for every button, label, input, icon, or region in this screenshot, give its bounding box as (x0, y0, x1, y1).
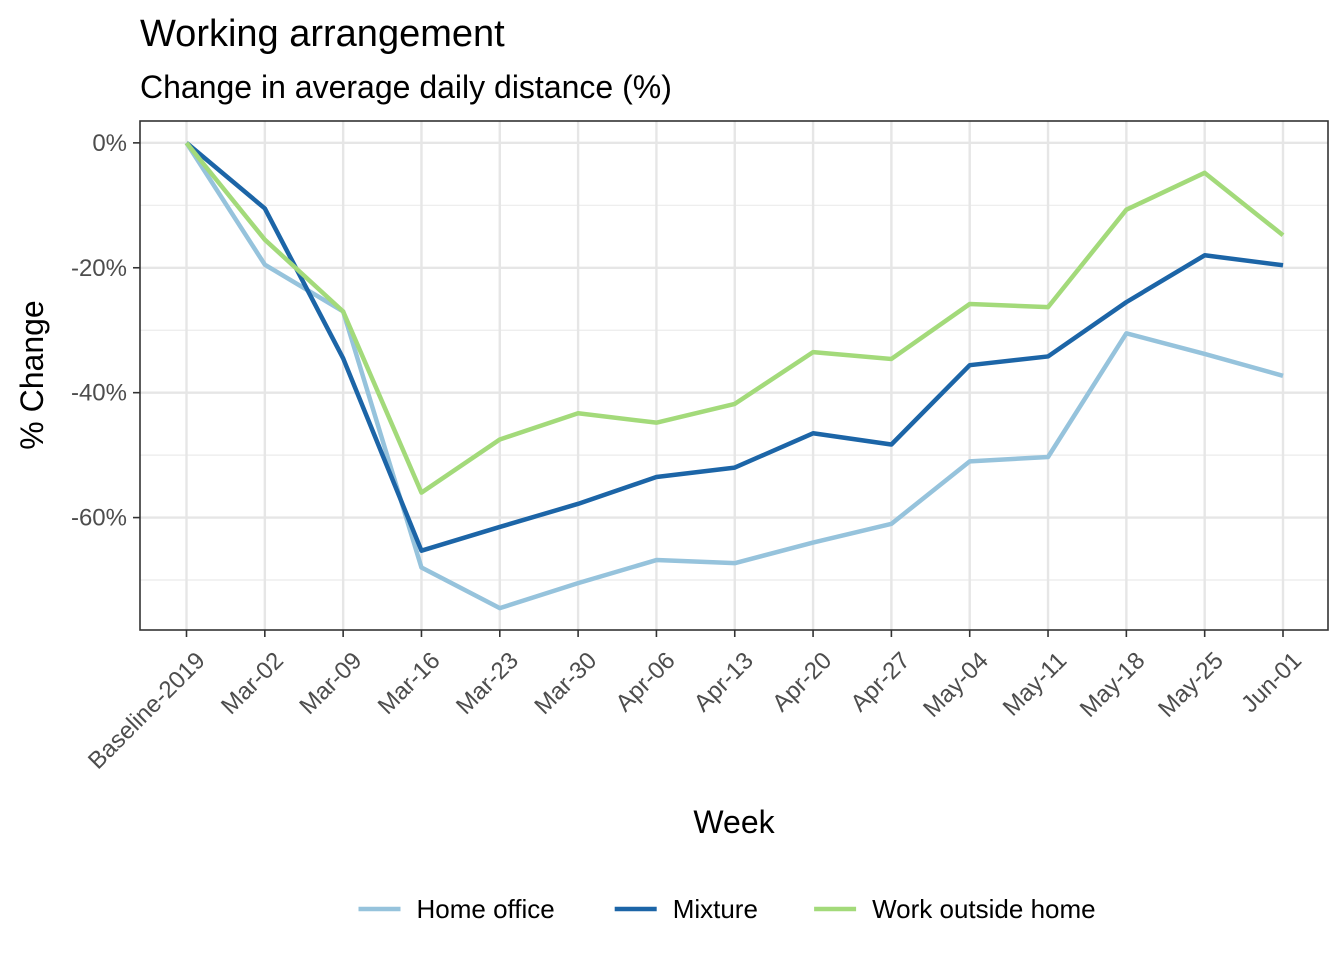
y-tick-label: 0% (92, 130, 127, 157)
x-tick-label: Mar-16 (373, 647, 446, 720)
x-tick-label: Apr-13 (689, 647, 759, 717)
y-tick-label: -20% (71, 255, 127, 282)
legend: Home office Mixture Work outside home (358, 894, 1096, 924)
series-line-mixture (185, 141, 1284, 553)
x-tick-label: May-25 (1153, 647, 1229, 723)
x-tick-label: Mar-09 (294, 647, 367, 720)
x-tick-label: Jun-01 (1236, 647, 1307, 718)
x-tick-label: May-11 (998, 647, 1072, 721)
y-axis-title: % Change (14, 300, 50, 449)
x-tick-label: Mar-23 (451, 647, 524, 720)
y-tick-label: -40% (71, 380, 127, 407)
x-tick-label: Mar-02 (216, 647, 289, 720)
legend-label-home-office: Home office (417, 894, 555, 924)
plot-area: 0%-20%-40%-60%Baseline-2019 Mar-02 Mar-09 M… (71, 120, 1329, 775)
x-tick-label: May-04 (918, 647, 994, 723)
legend-label-work-outside-home: Work outside home (872, 894, 1096, 924)
x-tick-label: Apr-27 (845, 647, 915, 717)
y-tick-label: -60% (71, 505, 127, 532)
x-tick-label: Mar-30 (529, 647, 602, 720)
x-axis-title: Week (693, 804, 775, 840)
x-tick-label: May-18 (1075, 647, 1151, 723)
chart-title: Working arrangement (140, 13, 505, 55)
legend-label-mixture: Mixture (673, 894, 758, 924)
series-line-work-outside-home (184, 141, 1285, 495)
series-line-home-office (184, 141, 1284, 611)
x-tick-label: Apr-06 (611, 647, 681, 717)
x-tick-label: Apr-20 (767, 647, 837, 717)
plot-border (139, 120, 1329, 631)
x-tick-label: Baseline-2019 (83, 647, 211, 775)
chart-subtitle: Change in average daily distance (%) (140, 69, 672, 105)
